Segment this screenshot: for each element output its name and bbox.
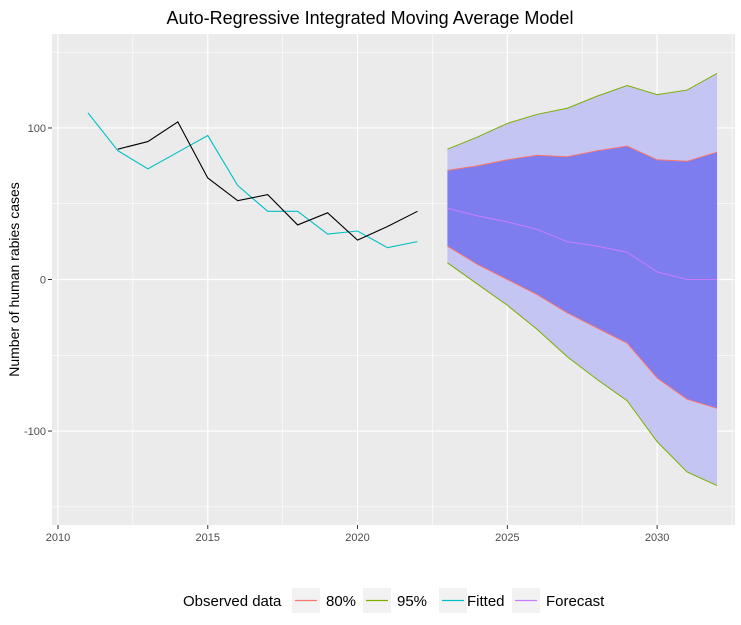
band-95-upper-line bbox=[447, 72, 718, 150]
legend-label: 80% bbox=[326, 593, 356, 610]
legend-label: 95% bbox=[397, 593, 427, 610]
x-tick-label: 2010 bbox=[46, 532, 70, 544]
series-lines bbox=[87, 112, 718, 281]
forecast-mean-line bbox=[447, 207, 718, 281]
x-tick-label: 2025 bbox=[495, 532, 519, 544]
observed-line bbox=[117, 121, 418, 241]
prediction-bands bbox=[447, 72, 718, 487]
y-tick-label: 0 bbox=[40, 275, 46, 287]
band-95-lower-line bbox=[447, 262, 718, 487]
y-tick-label: -100 bbox=[24, 426, 46, 438]
band-80-upper-line bbox=[447, 145, 718, 171]
legend-keys: 80% 95% Fitted Forecast bbox=[292, 588, 605, 613]
y-tick-label: 100 bbox=[28, 123, 46, 135]
chart-title: Auto-Regressive Integrated Moving Averag… bbox=[167, 8, 574, 28]
legend-title: Observed data bbox=[183, 593, 282, 610]
y-axis: -100 0 100 bbox=[24, 123, 52, 438]
legend-label: Fitted bbox=[467, 593, 505, 610]
x-axis: 2010 2015 2020 2025 2030 bbox=[46, 525, 669, 544]
y-axis-title: Number of human rabies cases bbox=[6, 182, 22, 377]
fitted-line bbox=[87, 112, 418, 249]
x-tick-label: 2020 bbox=[345, 532, 369, 544]
x-tick-label: 2030 bbox=[645, 532, 669, 544]
legend-label: Forecast bbox=[546, 593, 605, 610]
legend: Observed data 80% 95% Fitted Forecast bbox=[183, 588, 605, 613]
band-80-lower-line bbox=[447, 245, 718, 409]
x-tick-label: 2015 bbox=[196, 532, 220, 544]
band-80-area bbox=[447, 146, 718, 409]
